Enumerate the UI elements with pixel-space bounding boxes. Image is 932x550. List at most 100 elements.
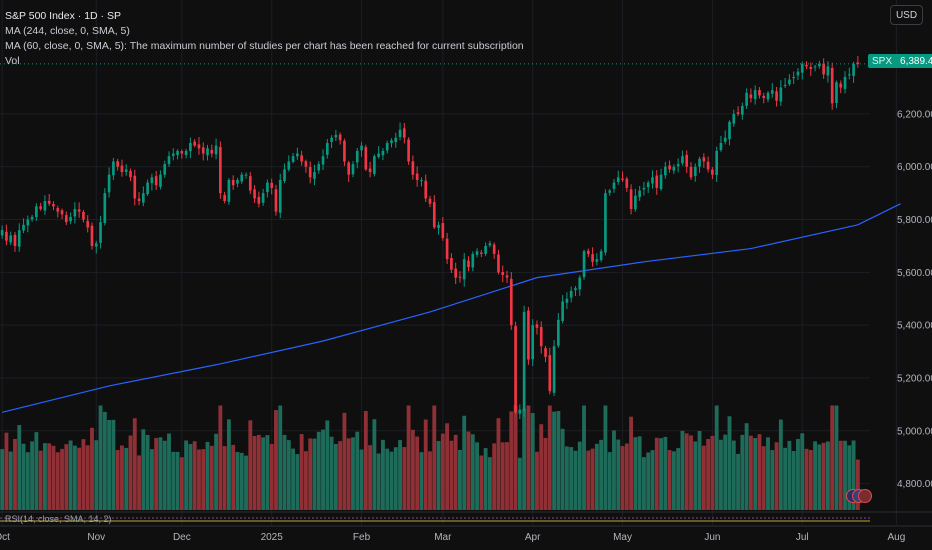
candle-body <box>471 253 475 268</box>
volume-bar <box>244 455 248 510</box>
volume-bar <box>13 438 17 510</box>
volume-bar <box>94 440 99 510</box>
flag-icon[interactable] <box>858 489 872 503</box>
legend-ma-60[interactable]: MA (60, close, 0, SMA, 5): The maximum n… <box>5 40 524 52</box>
candle-body <box>154 176 158 186</box>
volume-bar <box>171 451 176 510</box>
volume-bar <box>680 430 685 510</box>
volume-bar <box>235 452 240 510</box>
candle-body <box>591 254 594 262</box>
volume-bar <box>261 437 266 510</box>
candle-body <box>90 225 94 246</box>
ma-244-line <box>1 203 901 413</box>
volume-bar <box>8 451 13 510</box>
x-tick-label: Oct <box>0 532 10 543</box>
candle-body <box>231 179 235 186</box>
volume-bar <box>804 448 809 510</box>
candle-body <box>5 231 8 241</box>
y-tick-label: 4,800.00 <box>897 479 932 490</box>
candle-body <box>428 198 432 204</box>
volume-bar <box>663 436 668 510</box>
candle-body <box>22 224 25 231</box>
candle-body <box>381 150 385 156</box>
volume-bar <box>274 410 278 510</box>
candle-body <box>518 409 522 414</box>
volume-bar <box>316 431 321 510</box>
candle-body <box>450 257 453 270</box>
candle-body <box>655 175 659 188</box>
candle-body <box>621 178 624 180</box>
volume-bar <box>98 405 103 510</box>
x-tick-label: Jun <box>704 532 720 543</box>
candle-body <box>124 169 128 172</box>
candle-body <box>163 164 167 175</box>
volume-bar <box>684 433 689 510</box>
candle-body <box>26 219 30 226</box>
candle-body <box>681 156 684 164</box>
candle-body <box>411 161 415 175</box>
volume-bar <box>419 452 424 510</box>
candle-body <box>514 326 517 413</box>
candle-body <box>809 67 813 70</box>
volume-bar <box>329 436 334 510</box>
candle-body <box>539 326 543 347</box>
candle-body <box>454 268 457 278</box>
candle-body <box>800 63 804 73</box>
candle-body <box>711 169 714 175</box>
volume-bar <box>346 438 351 510</box>
candle-body <box>424 180 428 199</box>
candle-body <box>300 155 303 162</box>
volume-bar <box>312 438 317 510</box>
volume-bar <box>308 438 313 510</box>
candle-body <box>672 166 676 171</box>
candle-body <box>663 166 667 176</box>
volume-bar <box>787 440 792 510</box>
volume-bar <box>830 405 835 510</box>
volume-bar <box>556 411 561 510</box>
legend-ma-244[interactable]: MA (244, close, 0, SMA, 5) <box>5 25 130 37</box>
candle-body <box>856 62 860 64</box>
volume-bar <box>582 405 586 510</box>
volume-bar <box>526 405 531 510</box>
candle-body <box>702 157 706 162</box>
volume-bar <box>432 405 437 510</box>
candle-body <box>364 147 368 170</box>
volume-bar <box>689 435 693 510</box>
candle-body <box>64 215 68 223</box>
volume-bar <box>252 435 257 510</box>
candle-body <box>304 161 308 167</box>
volume-bar <box>115 450 120 510</box>
volume-bar <box>179 457 184 510</box>
candle-body <box>475 251 479 255</box>
candle-body <box>813 66 817 68</box>
volume-bar <box>817 444 822 510</box>
volume-bar <box>81 439 86 510</box>
candle-body <box>651 177 654 184</box>
candle-body <box>407 139 410 162</box>
candle-body <box>73 208 77 217</box>
volume-bar <box>184 440 189 510</box>
volume-bar <box>102 411 107 510</box>
candle-body <box>745 92 748 106</box>
volume-bar <box>851 440 856 510</box>
volume-bar <box>385 448 390 510</box>
candle-body <box>497 254 500 273</box>
volume-bar <box>333 444 338 510</box>
volume-bar <box>603 405 608 510</box>
candle-body <box>296 153 299 157</box>
volume-bar <box>286 440 291 510</box>
candle-body <box>347 162 351 175</box>
volume-bar <box>372 419 377 510</box>
volume-bar <box>740 434 745 510</box>
legend-title[interactable]: S&P 500 Index · 1D · SP <box>5 10 121 22</box>
candle-body <box>544 348 547 357</box>
volume-bar <box>710 435 715 510</box>
x-tick-label: Mar <box>434 532 452 543</box>
volume-bar <box>616 439 621 510</box>
volume-bar <box>736 453 740 510</box>
currency-button[interactable]: USD <box>890 5 923 25</box>
volume-bar <box>774 442 779 510</box>
volume-bar <box>64 444 69 510</box>
legend-volume[interactable]: Vol <box>5 55 20 67</box>
